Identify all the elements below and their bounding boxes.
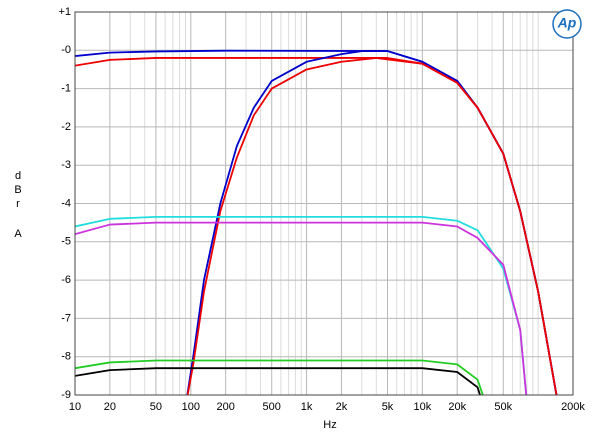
y-tick-label: -3 <box>61 159 71 171</box>
y-tick-label: -6 <box>61 274 71 286</box>
y-axis-label: d <box>15 170 21 182</box>
y-axis-label: r <box>16 198 20 210</box>
y-tick-label: -4 <box>61 197 71 209</box>
x-tick-label: 200 <box>216 401 234 413</box>
x-tick-label: 500 <box>263 401 281 413</box>
y-tick-label: -9 <box>61 389 71 401</box>
series-line <box>75 359 484 395</box>
logo: Ap <box>557 15 577 31</box>
x-tick-label: 10k <box>413 401 431 413</box>
x-tick-label: 50k <box>494 401 512 413</box>
series-line <box>186 57 558 395</box>
y-tick-label: -8 <box>61 351 71 363</box>
y-tick-label: +1 <box>58 6 71 18</box>
y-axis-label: A <box>14 228 22 240</box>
plot-lines <box>75 49 558 395</box>
series-line <box>75 221 528 395</box>
y-tick-label: -0 <box>61 44 71 56</box>
plot-frame <box>74 11 574 396</box>
x-tick-label: 5k <box>382 401 394 413</box>
x-tick-label: 2k <box>336 401 348 413</box>
y-tick-label: -2 <box>61 121 71 133</box>
y-tick-label: -1 <box>61 83 71 95</box>
x-tick-label: 1k <box>301 401 313 413</box>
x-tick-label: 100 <box>182 401 200 413</box>
x-axis-label: Hz <box>323 419 336 431</box>
x-tick-label: 20 <box>104 401 116 413</box>
x-tick-label: 200k <box>561 401 585 413</box>
x-tick-label: 50 <box>150 401 162 413</box>
series-line <box>75 367 481 395</box>
y-axis-label: B <box>14 184 21 196</box>
y-tick-label: -5 <box>61 236 71 248</box>
x-tick-label: 20k <box>448 401 466 413</box>
logo-ring <box>552 9 582 39</box>
y-tick-label: -7 <box>61 312 71 324</box>
x-tick-label: 10 <box>69 401 81 413</box>
